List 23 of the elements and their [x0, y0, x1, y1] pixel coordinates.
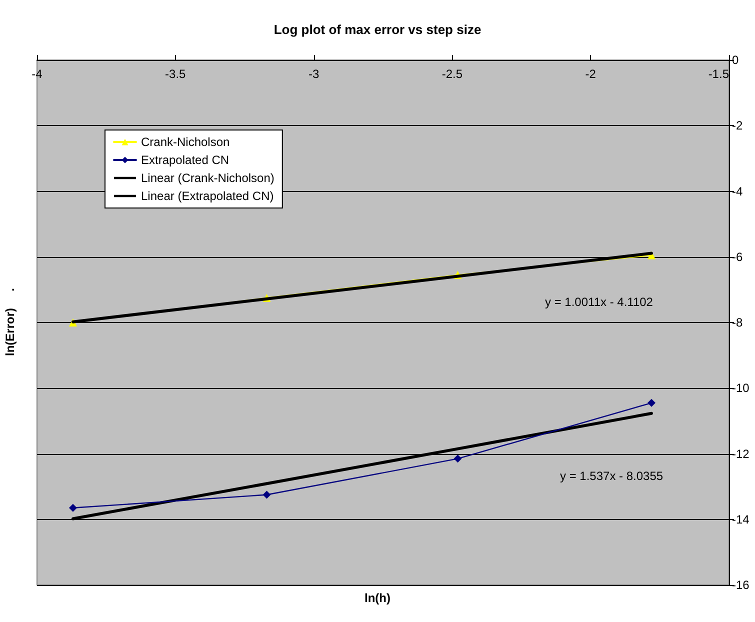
x-axis-title: ln(h): [364, 591, 391, 605]
y-tick-label: -6: [732, 250, 743, 264]
x-tick-label: -1.5: [708, 67, 730, 81]
legend-label: Linear (Extrapolated CN): [141, 189, 274, 203]
x-tick-label: -2: [585, 67, 596, 81]
x-tick-label: -4: [32, 67, 43, 81]
y-tick-label: -4: [732, 184, 743, 198]
y-axis-title: ln(Error) .: [3, 288, 17, 356]
y-tick-label: -12: [732, 446, 750, 461]
x-tick-label: -3: [308, 67, 320, 81]
legend-label: Extrapolated CN: [141, 153, 230, 167]
y-tick-label: -8: [732, 316, 743, 330]
y-tick-label: -10: [732, 381, 750, 396]
y-tick-label: -14: [732, 512, 750, 526]
annotation: y = 1.537x - 8.0355: [560, 469, 664, 483]
legend-label: Crank-Nicholson: [141, 135, 230, 149]
legend-label: Linear (Crank-Nicholson): [141, 171, 274, 185]
y-tick-label: -2: [732, 118, 743, 133]
chart-title: Log plot of max error vs step size: [274, 22, 482, 37]
annotation: y = 1.0011x - 4.1102: [545, 295, 654, 309]
x-tick-label: -2.5: [442, 67, 463, 81]
y-tick-label: -16: [732, 578, 750, 592]
x-tick-label: -3.5: [165, 67, 186, 81]
